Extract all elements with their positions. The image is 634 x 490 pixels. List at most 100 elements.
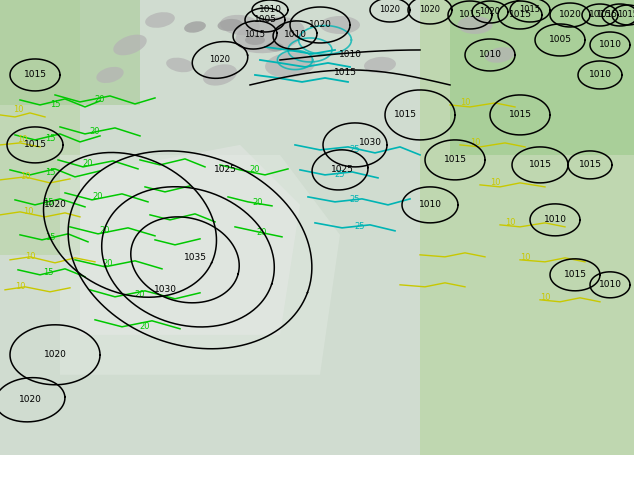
Text: 1015: 1015	[23, 141, 46, 149]
Ellipse shape	[217, 19, 242, 31]
Text: 1015: 1015	[597, 10, 618, 20]
Text: Isotachs 10m (mph): Isotachs 10m (mph)	[3, 477, 127, 487]
Text: 10: 10	[505, 219, 515, 227]
Text: 10: 10	[460, 98, 470, 107]
Text: 15: 15	[45, 169, 55, 177]
Text: 35: 35	[208, 477, 222, 487]
Text: 10: 10	[15, 282, 25, 292]
Polygon shape	[0, 0, 80, 255]
Text: 20: 20	[100, 226, 110, 235]
Text: 10: 10	[23, 207, 33, 217]
Text: 1020: 1020	[44, 350, 67, 359]
Text: 1010: 1010	[598, 41, 621, 49]
Text: Isotachs (mph) [mph] ECMWF: Isotachs (mph) [mph] ECMWF	[3, 464, 182, 474]
Text: 30: 30	[196, 477, 210, 487]
Text: 20: 20	[172, 477, 186, 487]
Text: 1015: 1015	[444, 155, 467, 165]
Text: 10: 10	[540, 294, 550, 302]
Text: 1015: 1015	[23, 71, 46, 79]
Text: 1015: 1015	[519, 5, 541, 15]
Ellipse shape	[203, 64, 237, 86]
Text: 1020: 1020	[380, 5, 401, 15]
Text: 10: 10	[148, 477, 162, 487]
Ellipse shape	[96, 67, 124, 83]
Text: 15: 15	[42, 269, 53, 277]
Text: 20: 20	[257, 228, 268, 237]
Text: 10: 10	[13, 105, 23, 115]
Ellipse shape	[113, 35, 146, 55]
Text: 10: 10	[20, 172, 30, 181]
Text: 25: 25	[350, 196, 360, 204]
Text: 1020: 1020	[209, 55, 231, 65]
Text: 10: 10	[520, 253, 530, 262]
Text: 1020: 1020	[18, 395, 41, 404]
Text: 40: 40	[220, 477, 234, 487]
Text: 25: 25	[184, 477, 198, 487]
Text: Su 02-06-2024 12:00 UTC (12+96): Su 02-06-2024 12:00 UTC (12+96)	[418, 464, 631, 474]
Text: 1015: 1015	[618, 10, 634, 20]
Text: 1020: 1020	[479, 7, 500, 17]
Text: 60: 60	[268, 477, 281, 487]
Text: 1015: 1015	[245, 30, 266, 40]
Text: 1030: 1030	[358, 138, 382, 147]
Polygon shape	[450, 0, 634, 155]
Text: 85: 85	[328, 477, 342, 487]
Text: 1010: 1010	[598, 280, 621, 289]
Ellipse shape	[458, 16, 493, 34]
Text: 20: 20	[90, 127, 100, 136]
Ellipse shape	[220, 15, 260, 35]
Text: 1015: 1015	[529, 160, 552, 170]
Text: 1030: 1030	[153, 285, 176, 294]
Text: 20: 20	[253, 198, 263, 207]
Text: 1010: 1010	[259, 5, 281, 15]
Text: 1015: 1015	[588, 10, 612, 20]
Text: 15: 15	[45, 134, 55, 144]
Text: 75: 75	[304, 477, 318, 487]
Text: 20: 20	[139, 322, 150, 331]
Text: 20: 20	[83, 159, 93, 169]
Text: 10: 10	[470, 138, 480, 147]
Text: 15: 15	[49, 100, 60, 109]
Text: 1020: 1020	[44, 200, 67, 209]
Text: 1010: 1010	[418, 200, 441, 209]
Ellipse shape	[265, 52, 315, 77]
Text: 20: 20	[93, 193, 103, 201]
Text: 1015: 1015	[564, 270, 586, 279]
Text: 1015: 1015	[394, 110, 417, 120]
Text: 20: 20	[135, 290, 145, 299]
Text: 1025: 1025	[214, 166, 236, 174]
Text: 1010: 1010	[479, 50, 501, 59]
Text: 25: 25	[350, 146, 360, 154]
Text: 10: 10	[25, 252, 36, 261]
Ellipse shape	[166, 58, 194, 72]
Text: 15: 15	[45, 233, 55, 243]
Text: 15: 15	[160, 477, 174, 487]
Text: 70: 70	[292, 477, 306, 487]
Ellipse shape	[235, 17, 304, 53]
Text: 1005: 1005	[548, 35, 571, 45]
Polygon shape	[0, 0, 140, 105]
Text: 1015: 1015	[508, 110, 531, 120]
Text: 1015: 1015	[578, 160, 602, 170]
Text: 90: 90	[340, 477, 354, 487]
Text: 25: 25	[355, 222, 365, 231]
Text: 1020: 1020	[559, 10, 581, 20]
Text: 1005: 1005	[254, 16, 276, 24]
Polygon shape	[80, 145, 300, 335]
Ellipse shape	[266, 43, 284, 51]
Text: 10: 10	[16, 135, 27, 145]
Text: 1010: 1010	[543, 216, 567, 224]
Text: 1015: 1015	[333, 69, 356, 77]
Polygon shape	[420, 0, 634, 455]
Text: 1035: 1035	[183, 253, 207, 262]
Ellipse shape	[364, 57, 396, 73]
Text: 45: 45	[232, 477, 246, 487]
Text: 80: 80	[316, 477, 330, 487]
Text: 20: 20	[103, 259, 113, 269]
Text: 1015: 1015	[458, 10, 481, 20]
Text: 25: 25	[335, 171, 346, 179]
Text: 1025: 1025	[330, 166, 353, 174]
Text: 1020: 1020	[420, 5, 441, 15]
Text: 50: 50	[244, 477, 258, 487]
Text: ©weatheronline.co.uk: ©weatheronline.co.uk	[570, 477, 634, 487]
